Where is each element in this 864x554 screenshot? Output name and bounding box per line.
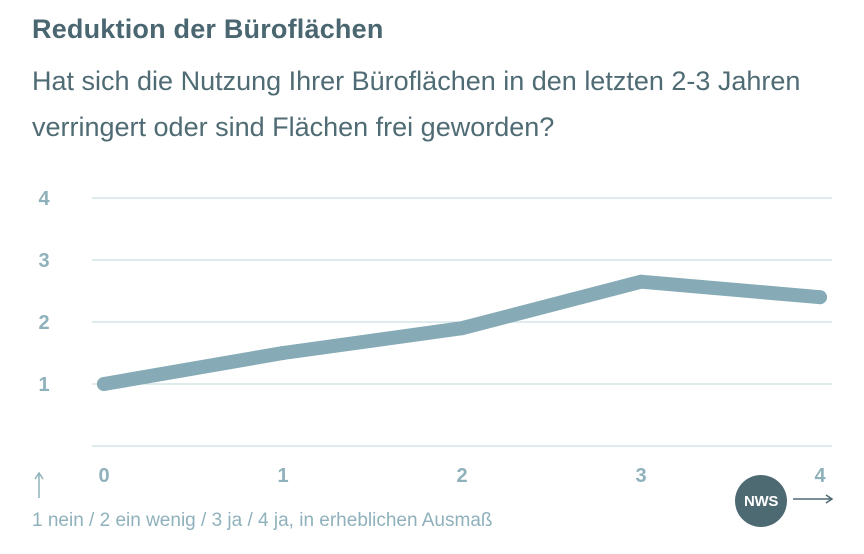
chart-title: Reduktion der Büroflächen (32, 14, 384, 44)
x-tick-label: 3 (635, 465, 646, 487)
y-tick-label: 1 (38, 374, 49, 396)
y-tick-label: 2 (38, 312, 49, 334)
y-tick-label: 4 (38, 188, 50, 210)
arrow-up-icon (34, 471, 44, 498)
x-tick-label: 0 (98, 465, 109, 487)
x-tick-label: 4 (814, 465, 826, 487)
data-point (276, 346, 290, 360)
data-point (455, 321, 469, 336)
y-axis-ticks: 1 2 3 4 (38, 188, 50, 396)
x-tick-label: 1 (277, 465, 288, 487)
grid-layer (92, 197, 832, 447)
arrow-right-icon (793, 494, 834, 504)
data-point (97, 377, 111, 391)
x-tick-label: 2 (456, 465, 467, 487)
chart-subtitle: Hat sich die Nutzung Ihrer Büroflächen i… (32, 66, 801, 142)
scale-legend: 1 nein / 2 ein wenig / 3 ja / 4 ja, in e… (32, 510, 493, 531)
y-tick-label: 3 (38, 250, 49, 272)
data-point (634, 274, 648, 289)
x-axis-ticks: 0 1 2 3 4 (98, 465, 826, 487)
data-point (813, 290, 827, 305)
logo-text: NWS (743, 492, 779, 510)
nws-logo: NWS (735, 475, 787, 527)
series-layer (97, 274, 827, 391)
